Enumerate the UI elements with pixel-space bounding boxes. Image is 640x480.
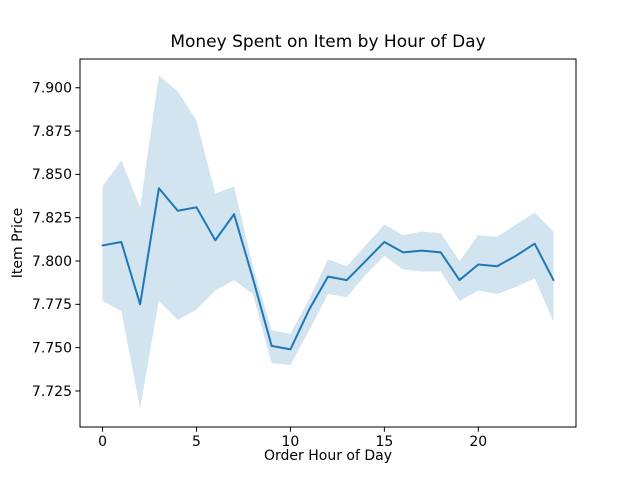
series-line bbox=[101, 187, 555, 351]
y-tick-label: 7.875 bbox=[32, 124, 72, 140]
y-tick-label: 7.850 bbox=[32, 167, 72, 183]
chart-title: Money Spent on Item by Hour of Day bbox=[170, 32, 485, 52]
plot-layers: 0 5 10 15 20 7.725 7.750 7.775 7.800 7.825 7.850 7.… bbox=[32, 75, 555, 450]
confidence-band bbox=[102, 75, 554, 409]
x-tick-label: 0 bbox=[98, 434, 107, 450]
x-axis-label: Order Hour of Day bbox=[264, 448, 392, 464]
x-tick-label: 20 bbox=[469, 434, 487, 450]
y-tick-label: 7.725 bbox=[32, 384, 72, 400]
axes-spines bbox=[79, 58, 577, 428]
y-tick-label: 7.800 bbox=[32, 254, 72, 270]
x-tick-label: 5 bbox=[192, 434, 201, 450]
y-tick-label: 7.825 bbox=[32, 211, 72, 227]
plot-area bbox=[80, 59, 576, 427]
y-tick-label: 7.750 bbox=[32, 340, 72, 356]
y-tick-label: 7.900 bbox=[32, 81, 72, 97]
y-tick-label: 7.775 bbox=[32, 297, 72, 313]
x-tick-label: 10 bbox=[282, 434, 300, 450]
x-tick-label: 15 bbox=[375, 434, 393, 450]
y-axis-label: Item Price bbox=[10, 208, 26, 278]
